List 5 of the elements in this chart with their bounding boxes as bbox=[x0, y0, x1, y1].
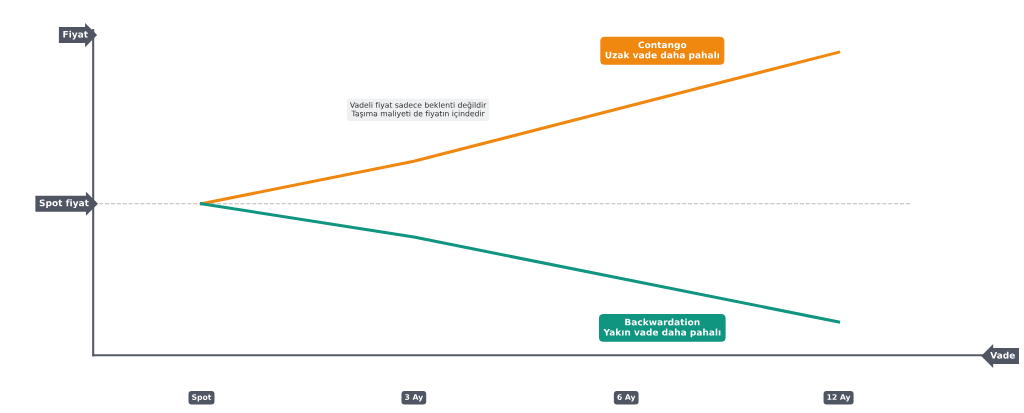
text: Backwardation Yakın vade daha pahalı bbox=[603, 318, 721, 338]
text: Contango Uzak vade daha pahalı bbox=[605, 41, 720, 61]
ref-line-label: Spot fiyat bbox=[39, 199, 89, 209]
x-axis-title: Vade bbox=[990, 351, 1015, 359]
y-axis-title: Fiyat bbox=[63, 30, 88, 40]
